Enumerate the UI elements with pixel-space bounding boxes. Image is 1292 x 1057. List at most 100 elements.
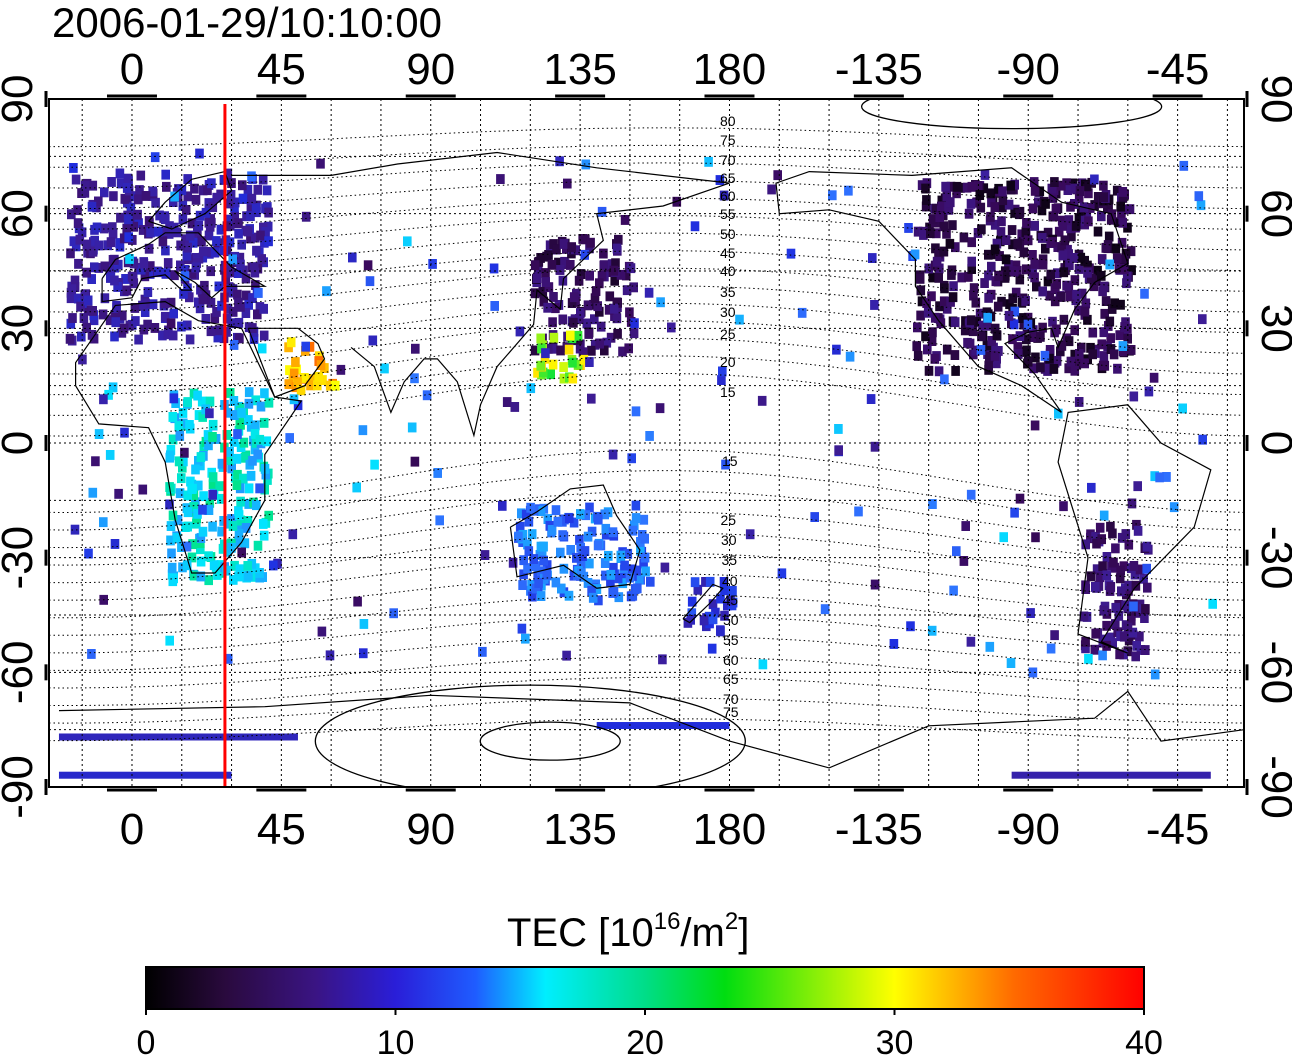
- tec-cell: [216, 224, 226, 235]
- tec-cell: [1054, 226, 1064, 237]
- tec-cell: [523, 563, 532, 573]
- tec-cell: [403, 236, 412, 247]
- tec-cell: [976, 202, 986, 213]
- tec-cell: [625, 307, 634, 318]
- tec-cell: [1069, 253, 1079, 263]
- tec-cell: [204, 575, 213, 586]
- tec-cell: [576, 308, 585, 318]
- tec-cell: [566, 260, 575, 270]
- tec-cell: [526, 383, 536, 394]
- tec-cell: [508, 557, 518, 568]
- tec-cell: [1047, 183, 1057, 194]
- tec-cell: [259, 519, 268, 529]
- tick-label: 20: [626, 1024, 664, 1057]
- tec-cell: [235, 252, 245, 263]
- tec-cell: [1116, 299, 1125, 310]
- tec-cell: [352, 482, 361, 493]
- tec-cell: [230, 211, 239, 222]
- tec-cell: [246, 233, 255, 244]
- tec-cell: [210, 313, 220, 324]
- tec-cell: [124, 232, 133, 243]
- tec-cell: [205, 408, 214, 419]
- tec-cell: [1132, 519, 1141, 530]
- contour-label: 15: [720, 384, 736, 400]
- tec-cell: [236, 515, 245, 526]
- tec-cell: [1081, 584, 1090, 594]
- tec-cell: [183, 242, 192, 253]
- tec-cell: [1132, 607, 1142, 618]
- tec-cell: [255, 434, 265, 445]
- tec-cell: [1010, 306, 1020, 317]
- tec-cell: [1010, 266, 1019, 277]
- tec-cell: [1001, 235, 1011, 245]
- tec-cell: [1006, 658, 1016, 668]
- tec-cell: [773, 170, 782, 181]
- tec-cell: [1127, 615, 1136, 626]
- tec-cell: [585, 558, 594, 569]
- tec-cell: [193, 508, 202, 519]
- tec-cell: [1070, 349, 1079, 360]
- tec-cell: [942, 344, 952, 355]
- tec-cell: [71, 174, 81, 185]
- tec-cell: [489, 263, 499, 274]
- tec-cell: [969, 290, 978, 301]
- tec-cell: [543, 514, 553, 524]
- tec-cell: [1088, 349, 1097, 360]
- tec-cell: [940, 374, 949, 385]
- tec-cell: [581, 234, 590, 245]
- tec-cell: [229, 340, 239, 350]
- tec-cell: [515, 521, 525, 532]
- tec-cell: [711, 607, 720, 618]
- tec-cell: [178, 462, 187, 473]
- tec-cell: [915, 273, 925, 284]
- tec-cell: [92, 202, 101, 213]
- tec-cell: [517, 623, 527, 634]
- tec-cell: [108, 228, 118, 239]
- tec-cell: [1121, 248, 1131, 259]
- tec-cell: [259, 303, 268, 314]
- contour-label: 70: [723, 691, 739, 707]
- tec-cell: [574, 275, 584, 286]
- tec-cell: [996, 227, 1006, 237]
- tec-cell: [1103, 202, 1112, 213]
- tec-cell: [164, 228, 174, 239]
- tec-cell: [1090, 174, 1099, 185]
- tec-cell: [243, 184, 253, 195]
- tec-cell: [627, 453, 636, 464]
- magnetic-contour: [49, 250, 1244, 292]
- tec-cell: [191, 253, 200, 263]
- tec-cell: [1006, 180, 1015, 191]
- tec-cell: [708, 614, 718, 625]
- tec-cell: [602, 337, 612, 348]
- tec-cell: [526, 502, 535, 513]
- tec-cell: [583, 300, 593, 311]
- tick-label: 60: [0, 189, 42, 238]
- tec-cell: [227, 542, 236, 553]
- tec-cell: [519, 569, 528, 580]
- tec-cell: [180, 265, 190, 275]
- tec-cell: [609, 587, 619, 597]
- tec-cell: [622, 285, 632, 296]
- tec-cell: [834, 424, 843, 434]
- tec-cell: [1124, 539, 1134, 550]
- magnetic-contours: [49, 127, 1244, 742]
- axis-ticks: [44, 91, 1249, 795]
- tec-cell: [984, 270, 993, 281]
- tec-cell: [797, 307, 807, 318]
- tec-cell: [610, 275, 619, 286]
- tec-cell: [204, 230, 214, 241]
- tec-cell: [1120, 322, 1129, 332]
- tec-cell: [87, 649, 96, 659]
- contour-label: 45: [720, 245, 736, 261]
- tec-cell: [208, 419, 218, 430]
- tec-cell: [233, 289, 242, 300]
- tec-cell: [284, 379, 294, 390]
- tec-cell: [1075, 356, 1085, 367]
- tec-cell: [223, 518, 233, 529]
- tec-cell: [317, 626, 327, 637]
- tec-cell: [932, 228, 941, 239]
- tec-cell: [177, 321, 186, 332]
- tec-cell: [66, 293, 76, 304]
- tec-cell: [259, 417, 269, 428]
- tec-cell: [1060, 235, 1070, 246]
